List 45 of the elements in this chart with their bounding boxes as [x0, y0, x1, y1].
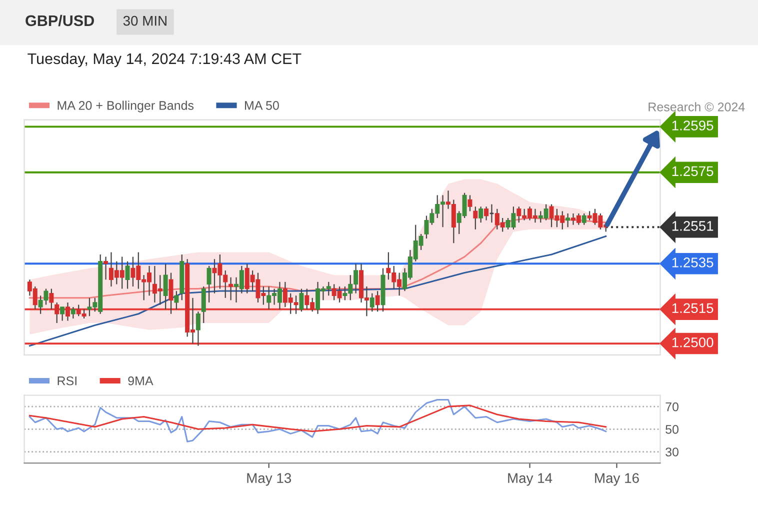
line-series — [28, 404, 607, 432]
candlestick — [370, 292, 374, 312]
x-tick-label: May 16 — [595, 473, 639, 486]
x-tick-label: May 13 — [247, 473, 292, 486]
candlestick — [60, 306, 65, 322]
x-tick-label: May 14 — [508, 473, 552, 486]
candlestick — [478, 206, 484, 224]
y-tick-label: 30 — [666, 448, 678, 456]
y-tick-label: 70 — [666, 402, 678, 412]
candlestick — [174, 290, 179, 310]
chart-title: GBP/USD — [26, 14, 94, 26]
ref-line-label: 1.2595 — [672, 120, 714, 130]
candlestick — [196, 311, 200, 346]
candlestick — [70, 306, 76, 319]
candlestick — [168, 272, 174, 314]
candlestick — [582, 212, 586, 226]
candlestick — [468, 194, 472, 212]
candlestick — [163, 263, 168, 310]
ref-line-label: 1.2500 — [672, 337, 714, 348]
legend-label: MA 20 + Bollinger Bands — [58, 100, 194, 112]
candlestick — [125, 260, 130, 290]
legend-label: RSI — [58, 376, 76, 386]
candlestick — [489, 204, 494, 224]
candlestick — [201, 286, 206, 324]
candlestick — [299, 288, 304, 312]
candlestick — [65, 302, 70, 322]
chart-subtitle: 30 MIN — [123, 16, 166, 26]
candlestick — [206, 265, 212, 304]
ref-line-label: 1.2575 — [672, 166, 714, 176]
candlestick — [49, 288, 54, 310]
legend-label: MA 50 — [245, 101, 279, 110]
candlestick — [375, 290, 380, 312]
line-series — [28, 399, 607, 442]
candlestick — [473, 206, 478, 230]
text: Tuesday, May 14, 2024 7:19:43 AM CET — [28, 52, 302, 68]
ref-line-label: 1.2535 — [672, 258, 714, 268]
ref-line-label: 1.2551 — [672, 221, 714, 231]
text: Research © 2024 — [648, 102, 745, 112]
candlestick — [104, 256, 108, 280]
y-tick-label: 50 — [666, 424, 678, 434]
legend-label: 9MA — [128, 376, 154, 386]
candlestick — [54, 302, 60, 324]
ref-line-label: 1.2515 — [672, 303, 714, 314]
candlestick — [566, 212, 570, 228]
candlestick — [228, 276, 234, 301]
